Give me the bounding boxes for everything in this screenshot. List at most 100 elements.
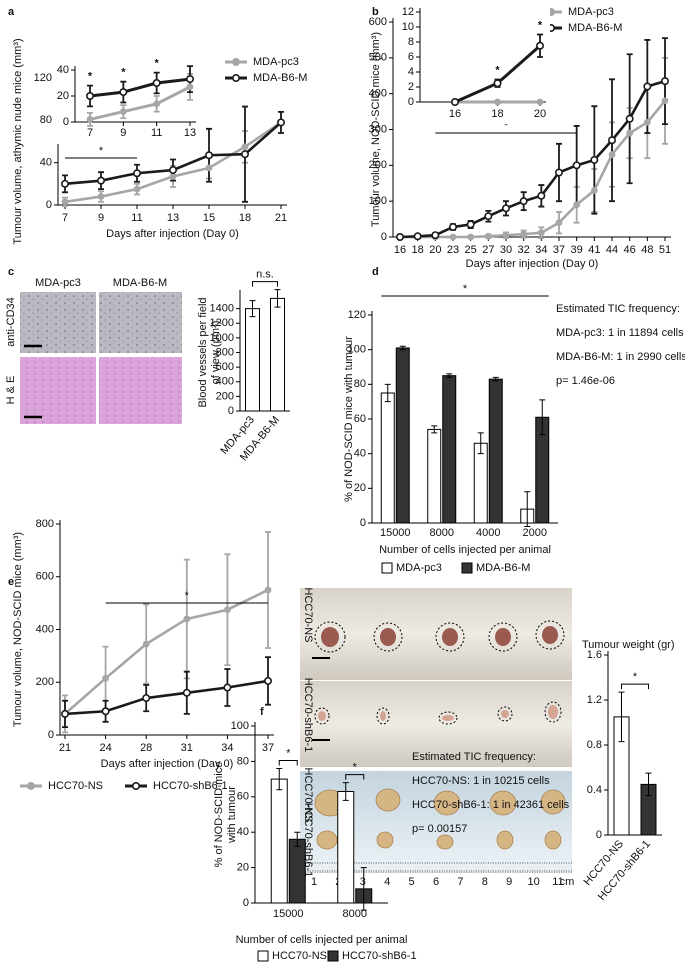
y-tick-label: 80 — [40, 114, 52, 126]
y-tick-label: 80 — [354, 378, 366, 390]
data-point — [590, 187, 598, 194]
data-point — [537, 191, 546, 200]
x-tick-label: 15 — [203, 212, 215, 224]
panel-c-images: MDA-pc3 MDA-B6-M anti-CD34 H & E — [5, 277, 182, 424]
series-line — [64, 588, 269, 715]
y-tick-label: 200 — [36, 676, 54, 688]
data-point — [590, 155, 599, 164]
y-tick-label: 6 — [408, 51, 414, 63]
x-tick-label: 24 — [99, 742, 111, 754]
x-tick-label: 48 — [641, 244, 653, 256]
data-point — [484, 232, 492, 240]
significance-label: * — [99, 145, 104, 157]
data-point — [643, 82, 652, 91]
y-tick-label: 800 — [36, 518, 54, 530]
significance-label: * — [353, 762, 358, 774]
x-tick-label: 34 — [535, 244, 547, 256]
data-point — [537, 229, 545, 237]
data-point — [467, 233, 475, 241]
error-bar — [384, 383, 391, 403]
data-point — [223, 606, 231, 614]
data-point — [205, 164, 213, 172]
data-point — [448, 222, 457, 231]
y-tick-label: 12 — [402, 6, 414, 18]
series-line — [89, 85, 191, 121]
legend-label: MDA-pc3 — [396, 562, 442, 574]
x-tick-label: 44 — [606, 244, 618, 256]
x-axis-label: Days after injection (Day 0) — [101, 758, 234, 770]
x-tick-label: 34 — [221, 742, 233, 754]
x-tick-label: 30 — [500, 244, 512, 256]
data-point — [449, 233, 457, 241]
ruler-label: 3 — [360, 876, 366, 888]
micrograph — [20, 357, 96, 424]
error-bar — [524, 491, 531, 527]
data-point — [494, 98, 501, 106]
x-tick-label: 20 — [429, 244, 441, 256]
x-tick-label: 18 — [412, 244, 424, 256]
legend-swatch — [381, 562, 393, 574]
y-axis-label: % of NOD-SCID mice with tumour — [343, 336, 355, 502]
x-tick-label: 2000 — [523, 527, 547, 539]
x-axis-label: Number of cells injected per animal — [236, 934, 408, 946]
bar — [245, 308, 260, 412]
y-tick-label: 0 — [360, 517, 366, 529]
x-tick-label: 20 — [534, 108, 546, 120]
error-bar — [274, 289, 281, 308]
data-point — [413, 232, 422, 241]
error-bar — [342, 782, 349, 801]
data-point — [169, 166, 178, 175]
data-point — [86, 92, 95, 101]
bar — [427, 428, 442, 524]
data-point — [223, 683, 232, 692]
legend-label: HCC70-NS — [48, 780, 103, 792]
series-line — [400, 100, 667, 239]
data-point — [607, 136, 616, 145]
x-tick-label: 21 — [59, 742, 71, 754]
ruler-label: 6 — [433, 876, 439, 888]
data-point — [535, 41, 544, 50]
x-tick-label: 32 — [518, 244, 530, 256]
data-point — [119, 88, 128, 97]
data-point — [660, 77, 669, 86]
data-point — [241, 143, 249, 151]
y-tick-label: 40 — [237, 826, 249, 838]
annotation: p= 0.00157 — [412, 823, 467, 835]
significance-label: * — [121, 67, 126, 79]
legend-marker — [232, 57, 241, 66]
data-point — [60, 709, 69, 718]
x-axis-label: Days after injection (Day 0) — [106, 228, 239, 240]
row-label: HCC70-shB6-1 — [302, 678, 314, 753]
data-point — [625, 114, 634, 123]
ruler-unit: cm — [560, 876, 575, 888]
x-tick-label: 7 — [62, 212, 68, 224]
error-bar — [539, 399, 546, 436]
data-point — [626, 129, 634, 137]
data-point — [520, 230, 528, 238]
data-point — [502, 231, 510, 239]
data-point — [152, 79, 161, 88]
series-line — [64, 679, 269, 716]
ruler-label: 10 — [527, 876, 539, 888]
x-tick-label: 39 — [571, 244, 583, 256]
x-tick-label: 8000 — [430, 527, 454, 539]
x-tick-label: 4000 — [476, 527, 500, 539]
y-tick-label: 200 — [216, 390, 234, 402]
data-point — [169, 173, 177, 180]
tumours — [321, 626, 558, 647]
y-tick-label: 60 — [237, 791, 249, 803]
data-point — [519, 197, 528, 206]
panel-label: c — [8, 266, 14, 278]
data-point — [450, 98, 459, 107]
bar — [337, 790, 355, 904]
y-tick-label: 20 — [237, 862, 249, 874]
annotation: MDA-pc3: 1 in 11894 cells — [556, 327, 684, 339]
legend-label: MDA-B6-M — [568, 22, 622, 34]
error-bar — [618, 691, 625, 743]
bar — [288, 838, 306, 904]
significance-line — [252, 281, 278, 287]
ruler-label: 8 — [482, 876, 488, 888]
x-tick-label: 21 — [275, 212, 287, 224]
y-tick-label: 400 — [216, 376, 234, 388]
